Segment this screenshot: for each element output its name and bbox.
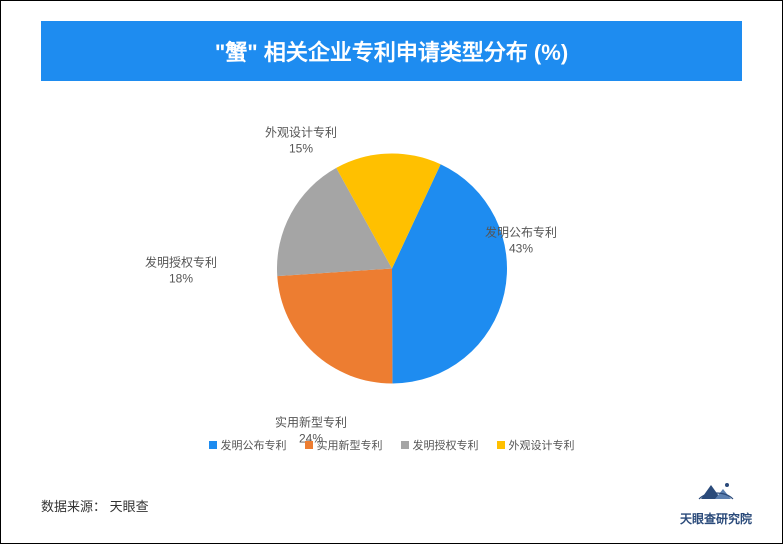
legend-label: 实用新型专利 [317, 437, 383, 453]
legend-label: 发明授权专利 [413, 437, 479, 453]
chart-area: 发明公布专利43%实用新型专利24%发明授权专利18%外观设计专利15% 发明公… [1, 81, 782, 461]
pie-chart [277, 154, 507, 389]
legend-item: 实用新型专利 [305, 437, 383, 453]
legend-item: 发明公布专利 [209, 437, 287, 453]
chart-title-text: "蟹" 相关企业专利申请类型分布 (%) [215, 40, 568, 65]
logo-text: 天眼查研究院 [680, 510, 752, 527]
legend: 发明公布专利 实用新型专利 发明授权专利 外观设计专利 [209, 437, 575, 453]
legend-label: 发明公布专利 [221, 437, 287, 453]
chart-title-bar: "蟹" 相关企业专利申请类型分布 (%) [41, 21, 742, 81]
legend-label: 外观设计专利 [509, 437, 575, 453]
legend-item: 发明授权专利 [401, 437, 479, 453]
pie-svg [277, 154, 507, 384]
data-source: 数据来源： 天眼查 [41, 496, 149, 515]
legend-swatch [401, 441, 409, 449]
slice-label: 发明授权专利18% [145, 255, 217, 286]
legend-swatch [305, 441, 313, 449]
footer-logo: 天眼查研究院 [680, 477, 752, 527]
pie-slice [277, 269, 392, 384]
source-label: 数据来源： [41, 499, 106, 514]
legend-swatch [497, 441, 505, 449]
slice-label: 外观设计专利15% [265, 125, 337, 156]
slice-label: 发明公布专利43% [485, 225, 557, 256]
logo-icon [697, 477, 735, 503]
legend-swatch [209, 441, 217, 449]
source-value: 天眼查 [110, 499, 149, 514]
legend-item: 外观设计专利 [497, 437, 575, 453]
